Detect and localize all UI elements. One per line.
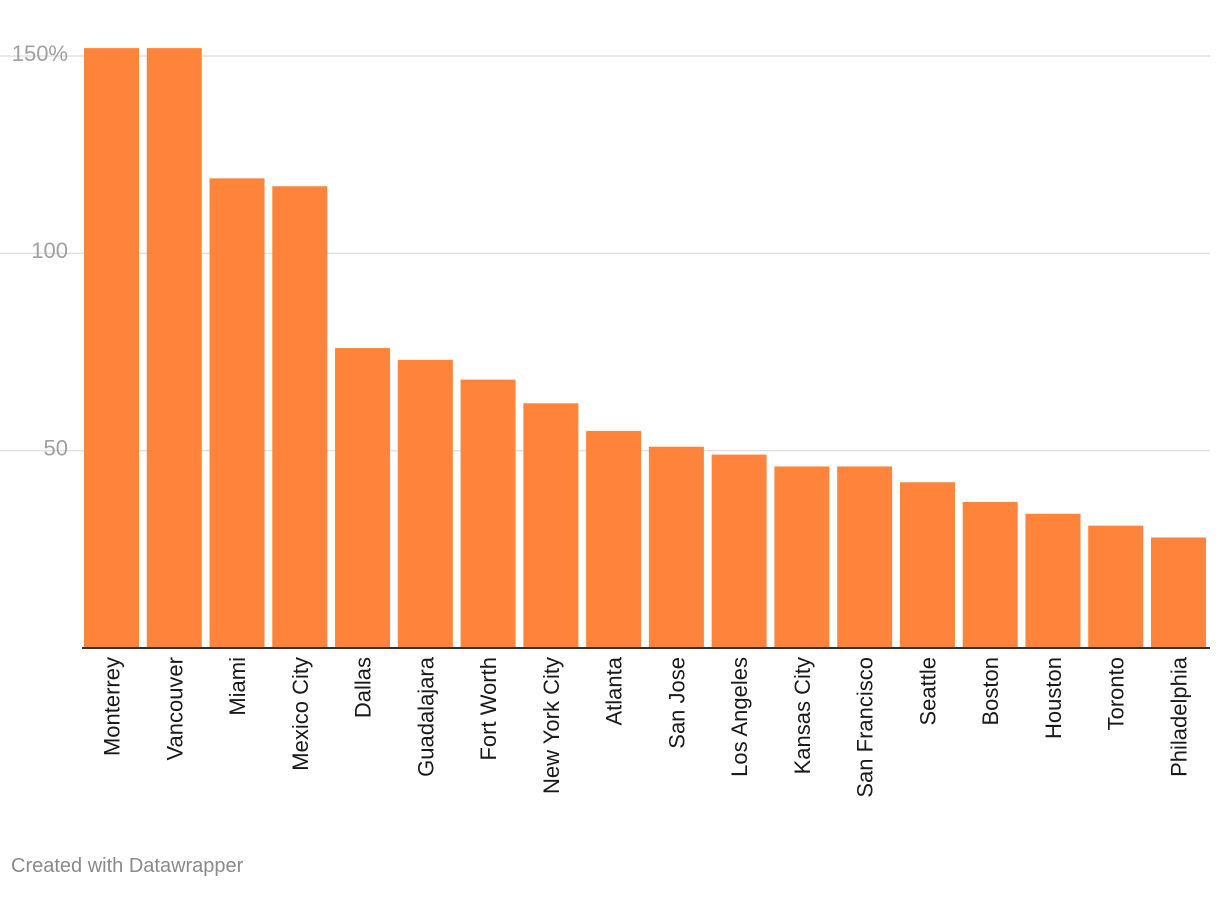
axes: 50 100 150% Monterrey Vancouver Miami Mexico C… bbox=[12, 41, 1210, 798]
bar-monterrey[interactable] bbox=[84, 48, 139, 648]
bar-boston[interactable] bbox=[962, 501, 1018, 648]
x-tick-label: Kansas City bbox=[790, 657, 815, 774]
bar-fort-worth[interactable] bbox=[460, 379, 516, 648]
bar-mexico-city[interactable] bbox=[272, 186, 328, 649]
x-tick-label: Philadelphia bbox=[1167, 656, 1192, 777]
bar-new-york-city[interactable] bbox=[523, 403, 579, 648]
y-tick-label: 50 bbox=[44, 435, 68, 460]
bar-atlanta[interactable] bbox=[586, 430, 642, 648]
bar-san-francisco[interactable] bbox=[837, 466, 893, 648]
bar-vancouver[interactable] bbox=[146, 48, 202, 648]
x-tick-label: Vancouver bbox=[162, 657, 187, 761]
x-tick-label: Monterrey bbox=[100, 657, 125, 756]
x-tick-label: Dallas bbox=[351, 657, 376, 718]
y-tick-label: 100 bbox=[31, 238, 68, 263]
x-tick-label: Miami bbox=[225, 657, 250, 716]
x-tick-label: Mexico City bbox=[288, 657, 313, 771]
x-tick-label: Los Angeles bbox=[727, 657, 752, 777]
y-tick-label: 150% bbox=[12, 41, 68, 66]
bar-toronto[interactable] bbox=[1088, 525, 1144, 648]
x-tick-label: Guadalajara bbox=[413, 656, 438, 777]
x-tick-label: Houston bbox=[1041, 657, 1066, 739]
x-tick-label: Toronto bbox=[1104, 657, 1129, 730]
bar-kansas-city[interactable] bbox=[774, 466, 830, 648]
datawrapper-credit[interactable]: Created with Datawrapper bbox=[11, 855, 244, 877]
x-tick-label: Atlanta bbox=[602, 656, 627, 725]
x-tick-label: San Jose bbox=[664, 657, 689, 749]
x-tick-label: Fort Worth bbox=[476, 657, 501, 761]
x-tick-label: San Francisco bbox=[853, 657, 878, 798]
x-tick-label: New York City bbox=[539, 657, 564, 794]
x-tick-label: Seattle bbox=[915, 657, 940, 726]
bar-san-jose[interactable] bbox=[648, 446, 704, 648]
bar-miami[interactable] bbox=[209, 178, 265, 648]
bar-los-angeles[interactable] bbox=[711, 454, 767, 648]
bar-dallas[interactable] bbox=[335, 348, 391, 648]
bar-houston[interactable] bbox=[1025, 513, 1081, 648]
x-tick-label: Boston bbox=[978, 657, 1003, 726]
bar-seattle[interactable] bbox=[899, 482, 955, 648]
bar-philadelphia[interactable] bbox=[1151, 537, 1206, 648]
bars bbox=[84, 48, 1206, 649]
bar-guadalajara[interactable] bbox=[397, 359, 453, 648]
